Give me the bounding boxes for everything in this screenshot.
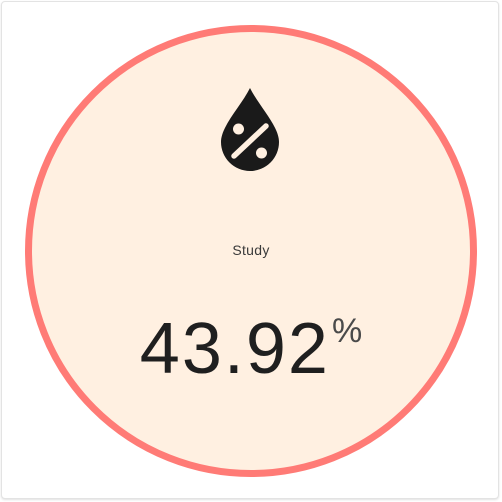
sensor-label: Study xyxy=(232,242,270,258)
water-percent-icon xyxy=(221,88,279,171)
sensor-value-row: 43.92% xyxy=(2,308,500,390)
sensor-value: 43.92 xyxy=(139,309,330,389)
sensor-unit: % xyxy=(331,312,363,350)
